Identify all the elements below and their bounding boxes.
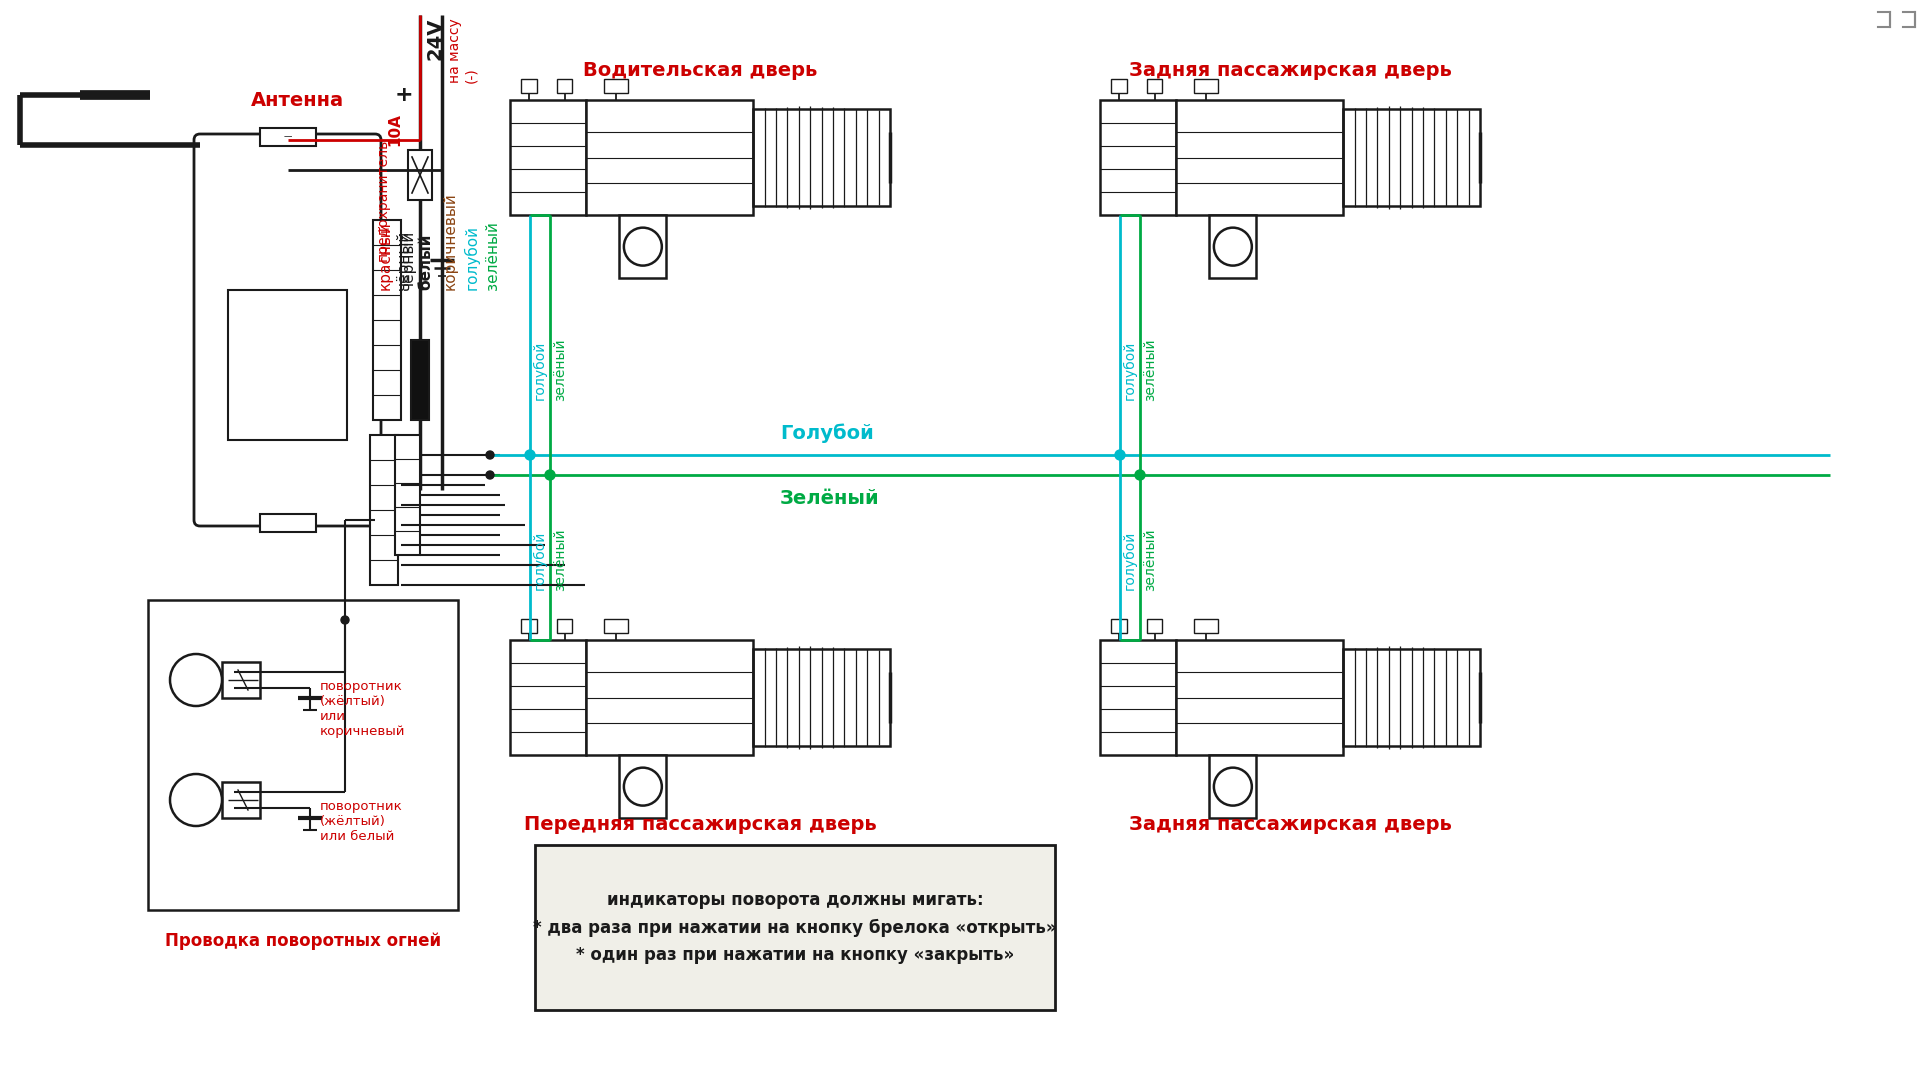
Bar xyxy=(372,220,401,420)
Bar xyxy=(228,291,348,440)
Bar xyxy=(1112,79,1127,93)
Bar xyxy=(586,100,753,215)
Bar xyxy=(1175,640,1344,755)
Text: Проводка поворотных огней: Проводка поворотных огней xyxy=(165,932,442,950)
Text: Водительская дверь: Водительская дверь xyxy=(584,60,818,80)
Circle shape xyxy=(1116,450,1125,460)
Circle shape xyxy=(1213,228,1252,266)
Text: чёрный: чёрный xyxy=(396,230,411,291)
Bar xyxy=(223,662,259,698)
Text: голубой: голубой xyxy=(1123,530,1137,590)
Bar xyxy=(1146,79,1162,93)
Bar xyxy=(511,640,586,755)
Bar xyxy=(620,215,666,279)
Text: белый: белый xyxy=(419,233,434,291)
Text: Задняя пассажирская дверь: Задняя пассажирская дверь xyxy=(1129,815,1452,835)
Bar xyxy=(1100,100,1175,215)
Bar xyxy=(396,435,420,555)
Text: Передняя пассажирская дверь: Передняя пассажирская дверь xyxy=(524,815,876,835)
Text: красный: красный xyxy=(378,221,392,291)
Bar xyxy=(411,340,428,420)
Text: голубой: голубой xyxy=(465,225,480,291)
Text: +: + xyxy=(396,85,413,105)
Text: предохранитель: предохранитель xyxy=(376,139,390,261)
Bar xyxy=(1112,619,1127,633)
Bar xyxy=(536,845,1054,1010)
Bar xyxy=(259,514,315,532)
Text: Голубой: Голубой xyxy=(780,423,874,443)
Bar xyxy=(586,640,753,755)
FancyBboxPatch shape xyxy=(194,134,380,526)
Text: индикаторы поворота должны мигать:
* два раза при нажатии на кнопку брелока «отк: индикаторы поворота должны мигать: * два… xyxy=(534,891,1056,964)
Text: 24V: 24V xyxy=(426,18,445,60)
Text: —: — xyxy=(284,133,292,141)
Bar xyxy=(1210,755,1256,819)
Text: голубой: голубой xyxy=(534,340,547,400)
Bar xyxy=(407,150,432,200)
Circle shape xyxy=(171,654,223,706)
Circle shape xyxy=(486,471,493,480)
Bar xyxy=(1344,109,1480,206)
Bar xyxy=(1194,619,1217,633)
Circle shape xyxy=(624,228,662,266)
Bar xyxy=(753,109,891,206)
Text: зелёный: зелёный xyxy=(553,339,566,402)
Text: поворотник
(жёлтый)
или
коричневый: поворотник (жёлтый) или коричневый xyxy=(321,680,405,738)
Bar xyxy=(1344,649,1480,746)
Text: на массу
(-): на массу (-) xyxy=(447,18,478,83)
Text: коричневый: коричневый xyxy=(442,192,457,291)
Bar xyxy=(605,619,628,633)
Text: Зелёный: Зелёный xyxy=(780,489,879,508)
Circle shape xyxy=(1213,768,1252,806)
Bar xyxy=(1175,100,1344,215)
Bar xyxy=(753,649,891,746)
Text: Задняя пассажирская дверь: Задняя пассажирская дверь xyxy=(1129,60,1452,80)
Circle shape xyxy=(1135,470,1144,480)
Bar xyxy=(605,79,628,93)
Bar xyxy=(1146,619,1162,633)
Bar xyxy=(371,435,397,585)
Bar xyxy=(148,600,459,910)
Bar xyxy=(1100,640,1175,755)
Circle shape xyxy=(545,470,555,480)
Bar xyxy=(557,619,572,633)
Circle shape xyxy=(486,451,493,459)
Text: 10А: 10А xyxy=(388,113,401,147)
Text: голубой: голубой xyxy=(1123,340,1137,400)
Text: Антенна: Антенна xyxy=(252,91,344,109)
Text: чёрный: чёрный xyxy=(401,230,415,291)
Bar xyxy=(259,129,315,146)
Bar xyxy=(522,619,536,633)
Circle shape xyxy=(342,616,349,624)
Text: голубой: голубой xyxy=(534,530,547,590)
Bar xyxy=(511,100,586,215)
Bar xyxy=(1210,215,1256,279)
Bar xyxy=(223,782,259,818)
Bar xyxy=(1194,79,1217,93)
Text: зелёный: зелёный xyxy=(1142,339,1158,402)
Bar xyxy=(522,79,536,93)
Circle shape xyxy=(171,774,223,826)
Circle shape xyxy=(624,768,662,806)
Circle shape xyxy=(524,450,536,460)
Text: зелёный: зелёный xyxy=(553,529,566,592)
Text: поворотник
(жёлтый)
или белый: поворотник (жёлтый) или белый xyxy=(321,800,403,843)
Bar xyxy=(557,79,572,93)
Text: зелёный: зелёный xyxy=(484,221,499,291)
Bar xyxy=(620,755,666,819)
Text: зелёный: зелёный xyxy=(1142,529,1158,592)
